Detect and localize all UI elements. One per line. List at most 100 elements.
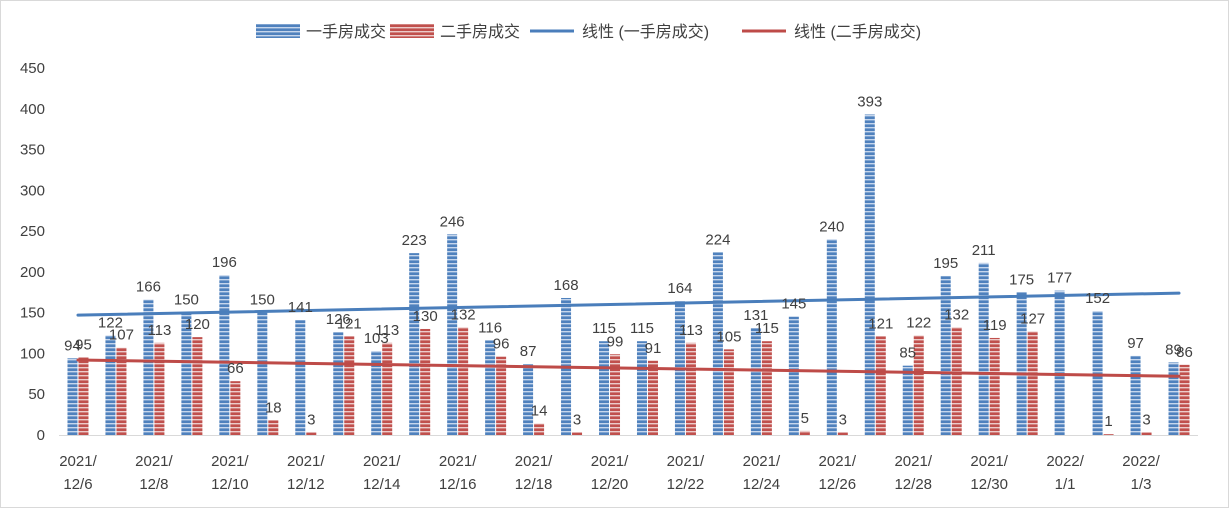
bar xyxy=(534,423,545,435)
x-tick-label: 2021/ xyxy=(819,453,857,470)
data-label: 224 xyxy=(705,231,730,248)
y-tick-label: 400 xyxy=(20,101,45,118)
bar xyxy=(409,253,420,435)
data-label: 3 xyxy=(839,412,847,429)
bar xyxy=(875,336,886,435)
bar xyxy=(268,420,279,435)
y-axis: 0 50 100 150 200 250 300 350 400 450 xyxy=(20,60,45,444)
data-label: 211 xyxy=(972,242,996,259)
x-tick-label: 2021/ xyxy=(743,453,781,470)
data-label: 246 xyxy=(440,213,465,230)
bar xyxy=(723,349,734,435)
bar xyxy=(496,356,507,435)
data-label: 1 xyxy=(1104,413,1112,430)
trendline xyxy=(76,358,1181,378)
bar xyxy=(1092,311,1103,435)
bar xyxy=(143,299,154,435)
bar xyxy=(799,430,810,435)
data-label: 152 xyxy=(1085,290,1110,307)
bar xyxy=(523,364,534,435)
data-label: 196 xyxy=(212,254,237,271)
y-tick-label: 0 xyxy=(37,427,45,444)
data-label: 126 xyxy=(326,311,351,328)
trendlines xyxy=(76,291,1181,378)
bar xyxy=(1130,355,1141,435)
legend-label: 线性 (二手房成交) xyxy=(794,23,921,41)
data-label: 105 xyxy=(716,328,741,345)
data-label: 223 xyxy=(402,232,427,249)
data-label: 99 xyxy=(607,333,624,350)
x-tick-label: 2022/ xyxy=(1046,453,1084,470)
data-label: 132 xyxy=(451,306,476,323)
data-label: 240 xyxy=(819,218,844,235)
x-tick-label: 12/8 xyxy=(139,476,168,493)
y-tick-label: 50 xyxy=(28,386,45,403)
bar xyxy=(1103,434,1114,435)
x-tick-label: 2021/ xyxy=(59,453,97,470)
bar xyxy=(306,432,317,435)
bar xyxy=(750,328,761,435)
bar xyxy=(344,336,355,435)
bar xyxy=(864,114,875,435)
x-tick-label: 12/26 xyxy=(819,476,857,493)
x-tick-label: 12/30 xyxy=(970,476,1008,493)
y-tick-label: 150 xyxy=(20,305,45,322)
data-label: 393 xyxy=(857,93,882,110)
bar xyxy=(902,365,913,435)
x-axis: 2021/12/6 2021/12/8 2021/12/10 2021/12/12 20… xyxy=(59,435,1198,493)
data-label: 86 xyxy=(1176,344,1193,361)
x-tick-label: 12/28 xyxy=(894,476,932,493)
bar xyxy=(181,312,192,435)
data-label: 113 xyxy=(147,322,171,339)
y-tick-label: 200 xyxy=(20,264,45,281)
legend-label: 线性 (一手房成交) xyxy=(582,23,709,41)
bar xyxy=(219,275,230,435)
data-label: 115 xyxy=(592,320,616,337)
data-label: 116 xyxy=(478,319,502,336)
data-label: 122 xyxy=(98,315,123,332)
x-tick-label: 2021/ xyxy=(667,453,705,470)
bar xyxy=(951,327,962,435)
x-tick-label: 2021/ xyxy=(439,453,477,470)
x-tick-label: 2021/ xyxy=(363,453,401,470)
data-label: 150 xyxy=(250,292,275,309)
data-label: 18 xyxy=(265,399,282,416)
data-label: 3 xyxy=(573,412,581,429)
bar xyxy=(1179,364,1190,435)
legend-swatch xyxy=(256,24,300,38)
bar xyxy=(458,327,469,435)
bar xyxy=(371,350,382,435)
data-label: 87 xyxy=(520,343,537,360)
x-tick-label: 2021/ xyxy=(211,453,249,470)
data-label: 94 xyxy=(64,337,81,354)
data-label: 168 xyxy=(554,277,579,294)
data-label: 115 xyxy=(755,320,779,337)
x-tick-label: 2021/ xyxy=(591,453,629,470)
data-label: 150 xyxy=(174,292,199,309)
data-label: 127 xyxy=(1020,310,1045,327)
x-tick-label: 12/16 xyxy=(439,476,477,493)
bar xyxy=(572,432,583,435)
bar xyxy=(761,341,772,435)
bar xyxy=(230,381,241,435)
bar xyxy=(1027,331,1038,435)
bar xyxy=(940,275,951,435)
x-tick-label: 12/10 xyxy=(211,476,249,493)
data-label: 175 xyxy=(1009,271,1034,288)
data-label: 85 xyxy=(899,345,916,362)
data-label: 130 xyxy=(413,308,438,325)
legend-swatch xyxy=(390,24,434,38)
legend: 一手房成交 二手房成交 线性 (一手房成交) 线性 (二手房成交) xyxy=(256,23,921,41)
bar xyxy=(610,354,621,435)
bar xyxy=(333,332,344,435)
data-label: 119 xyxy=(983,317,1007,334)
data-label: 96 xyxy=(493,336,510,353)
x-tick-label: 12/12 xyxy=(287,476,325,493)
bar xyxy=(485,340,496,435)
x-tick-label: 12/6 xyxy=(63,476,92,493)
bar xyxy=(837,432,848,435)
bar xyxy=(599,341,610,435)
bar xyxy=(826,239,837,435)
